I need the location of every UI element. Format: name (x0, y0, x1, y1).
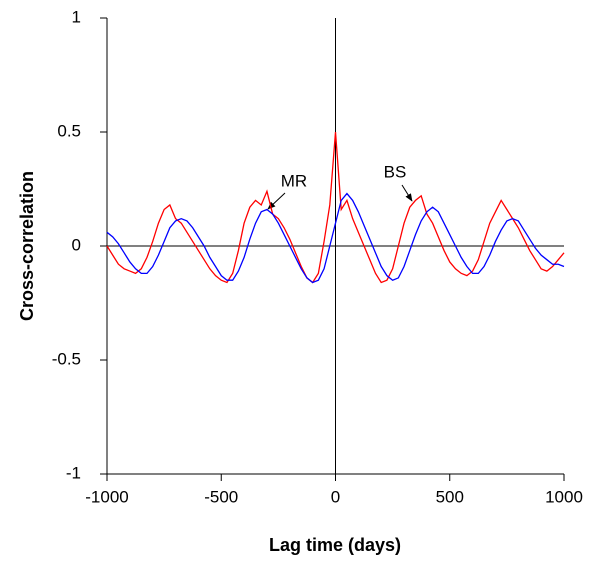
annotation-arrow (401, 184, 413, 202)
y-tick-label: -0.5 (52, 349, 81, 368)
y-axis-label: Cross-correlation (17, 171, 37, 321)
y-tick-label: 1 (72, 7, 81, 26)
x-tick-label: -500 (204, 487, 238, 506)
x-axis-label: Lag time (days) (269, 535, 401, 555)
annotation: MR (281, 171, 307, 190)
x-tick-label: -1000 (85, 487, 128, 506)
y-tick-label: -1 (66, 463, 81, 482)
annotation: BS (384, 162, 407, 181)
x-tick-label: 500 (436, 487, 464, 506)
y-tick-label: 0.5 (57, 121, 81, 140)
x-tick-label: 1000 (545, 487, 583, 506)
y-tick-label: 0 (72, 235, 81, 254)
series-line (106, 131, 565, 284)
x-tick-label: 0 (331, 487, 340, 506)
series-line (106, 192, 565, 284)
